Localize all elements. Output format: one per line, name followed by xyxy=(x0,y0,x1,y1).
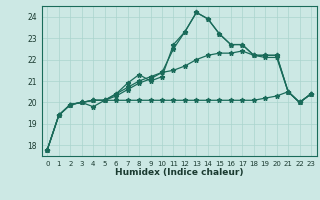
X-axis label: Humidex (Indice chaleur): Humidex (Indice chaleur) xyxy=(115,168,244,177)
